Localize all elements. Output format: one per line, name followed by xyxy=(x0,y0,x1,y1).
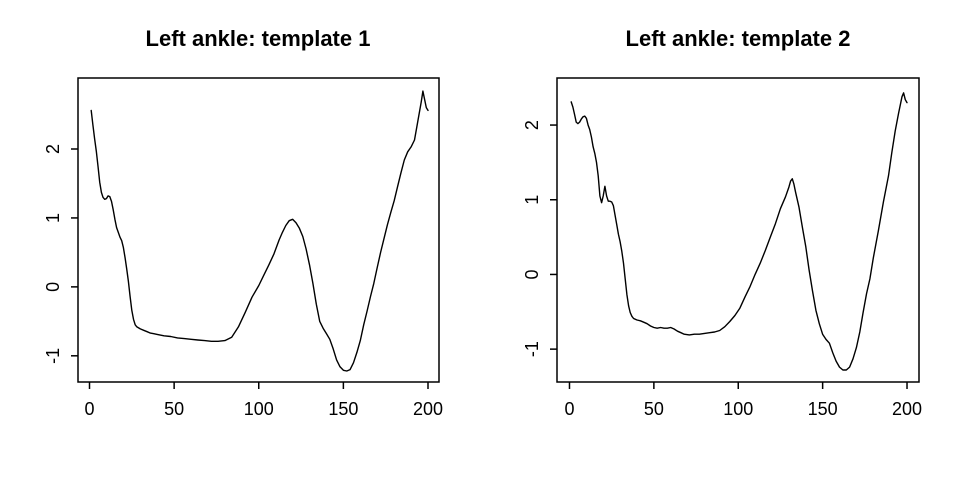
panel-left-ankle-template-2: Left ankle: template 2 0 50 100 150 200 -1 0 1 2 xyxy=(522,26,922,419)
x-axis-tick-label: 200 xyxy=(413,399,443,419)
x-axis-tick-label: 200 xyxy=(892,399,922,419)
plot-box xyxy=(77,77,440,383)
x-axis-tick-label: 0 xyxy=(564,399,574,419)
x-axis-tick-label: 150 xyxy=(328,399,358,419)
x-axis-tick-label: 100 xyxy=(723,399,753,419)
y-axis-tick-label: 0 xyxy=(43,282,63,292)
series-line xyxy=(90,90,429,372)
panel-1-title: Left ankle: template 1 xyxy=(146,26,371,51)
y-axis-tick-label: 2 xyxy=(43,144,63,154)
y-axis-tick-label: -1 xyxy=(522,341,542,357)
x-axis-tick-label: 50 xyxy=(644,399,664,419)
panel-left-ankle-template-1: Left ankle: template 1 0 50 100 150 200 -1 0 1 2 xyxy=(43,26,443,419)
y-axis-tick-label: 2 xyxy=(522,120,542,130)
x-axis-tick-label: 150 xyxy=(808,399,838,419)
panel-2-title: Left ankle: template 2 xyxy=(626,26,851,51)
y-axis-tick-label: 1 xyxy=(43,213,63,223)
y-axis-tick-label: 0 xyxy=(522,269,542,279)
x-axis-tick-label: 50 xyxy=(164,399,184,419)
x-axis-tick-label: 0 xyxy=(85,399,95,419)
y-axis-tick-label: -1 xyxy=(43,348,63,364)
series-line xyxy=(570,92,908,371)
x-axis-tick-label: 100 xyxy=(244,399,274,419)
y-axis-tick-label: 1 xyxy=(522,195,542,205)
plot-box xyxy=(556,77,920,383)
